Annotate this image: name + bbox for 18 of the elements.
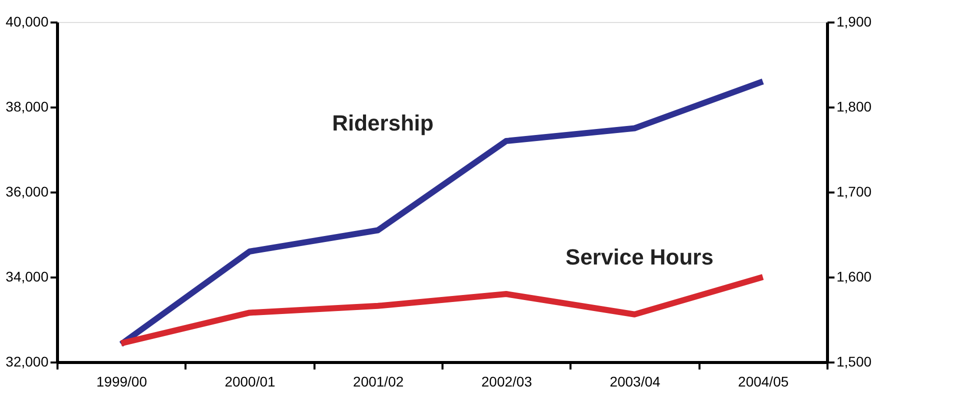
series-label: Service Hours [566,244,714,270]
y2-tick-label: 1,500 [836,354,872,370]
x-tick-label: 2001/02 [353,374,404,390]
text: Ridership [332,110,434,136]
x-tick-label: 1999/00 [96,374,148,390]
y-tick-label: 32,000 [6,354,49,370]
x-tick-label: 2003/04 [610,374,661,390]
y2-tick-label: 1,600 [836,268,872,284]
y2-tick-label: 1,700 [836,184,872,200]
y-tick-label: 38,000 [6,98,49,114]
y2-tick-label: 1,900 [836,14,872,30]
x-tick-label: 2002/03 [481,374,532,390]
y-tick-label: 34,000 [6,268,49,284]
x-tick-label: 2000/01 [224,374,276,390]
y-tick-label: 40,000 [6,14,49,30]
y2-tick-label: 1,800 [836,98,872,114]
x-tick-label: 2004/05 [738,374,789,390]
y-tick-label: 36,000 [6,184,49,200]
